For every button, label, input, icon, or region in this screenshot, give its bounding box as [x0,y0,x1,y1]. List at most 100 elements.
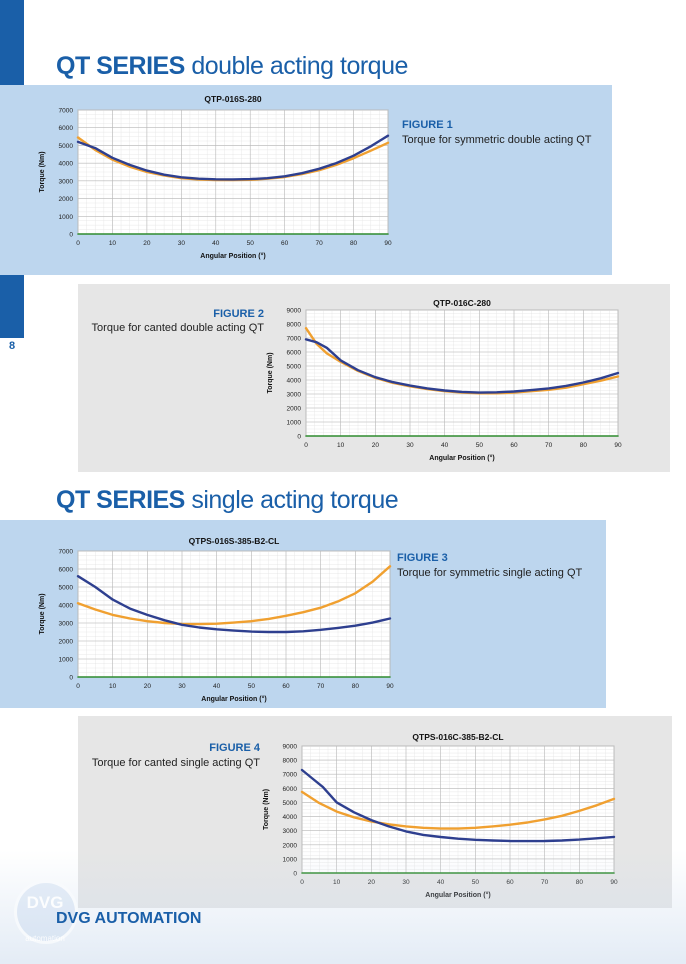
y-tick-label: 6000 [283,786,298,793]
y-tick-label: 7000 [59,549,74,556]
y-axis-label: Torque (Nm) [39,151,46,192]
section-heading-bold: QT SERIES [56,486,185,514]
footer-background [0,850,686,964]
chart-qtps-016s-385-b2-cl: QTPS-016S-385-B2-CL 0 1000 2000 3000 4000 5000… [39,536,394,703]
x-tick-label: 50 [247,240,255,247]
x-tick-label: 20 [144,683,152,690]
y-axis-label: Torque (Nm) [267,352,274,393]
chart-qtp-016s-280: QTP-016S-2800100020003000400050006000700… [39,94,392,260]
x-tick-label: 60 [281,240,289,247]
torque-series-line [300,790,616,830]
figure-3-caption: Torque for symmetric single acting QT [397,567,583,579]
x-tick-label: 70 [545,442,553,449]
x-tick-label: 10 [337,442,345,449]
section-heading-double-acting: QT SERIES double acting torque [56,52,408,81]
y-tick-label: 7000 [59,108,74,115]
y-axis-label: Torque (Nm) [39,593,46,634]
x-tick-label: 10 [109,240,117,247]
y-tick-label: 0 [69,232,73,239]
y-tick-label: 0 [297,434,301,441]
x-tick-label: 60 [510,442,518,449]
section-heading-rest: single acting torque [191,486,399,514]
torque-series-line [300,768,616,843]
torque-series-line [76,565,392,626]
y-tick-label: 2000 [59,196,74,203]
chart-title: QTP-016S-280 [204,94,261,104]
x-tick-label: 0 [76,683,80,690]
x-tick-label: 80 [352,683,360,690]
y-tick-label: 7000 [287,336,302,343]
y-tick-label: 3000 [283,828,298,835]
y-tick-label: 4000 [287,378,302,385]
chart-title: QTPS-016C-385-B2-CL [412,732,503,742]
y-tick-label: 5000 [287,364,302,371]
y-tick-label: 6000 [59,567,74,574]
figure-1-caption: Torque for symmetric double acting QT [402,134,592,146]
torque-series-line [304,338,620,394]
x-tick-label: 90 [384,240,392,247]
logo-text: DVG [26,893,64,912]
x-tick-label: 30 [178,240,186,247]
figure-1-label: FIGURE 1 [402,119,453,131]
y-tick-label: 3000 [59,621,74,628]
y-tick-label: 7000 [283,772,298,779]
section-heading-bold: QT SERIES [56,52,185,80]
chart-title: QTPS-016S-385-B2-CL [189,536,280,546]
y-tick-label: 8000 [283,758,298,765]
x-tick-label: 40 [441,442,449,449]
x-tick-label: 60 [282,683,290,690]
x-tick-label: 30 [178,683,186,690]
y-tick-label: 4000 [59,161,74,168]
y-tick-label: 1000 [59,657,74,664]
x-tick-label: 30 [406,442,414,449]
chart-qtp-016c-280: QTP-016C-2800100020003000400050006000700… [267,298,622,462]
x-tick-label: 20 [372,442,380,449]
x-tick-label: 50 [248,683,256,690]
y-tick-label: 0 [69,675,73,682]
y-tick-label: 5000 [283,800,298,807]
x-tick-label: 90 [614,442,622,449]
chart-title: QTP-016C-280 [433,298,491,308]
section-heading-rest: double acting torque [191,52,408,80]
y-axis-label: Torque (Nm) [263,789,270,830]
y-tick-label: 1000 [287,420,302,427]
x-tick-label: 40 [213,683,221,690]
y-tick-label: 8000 [287,322,302,329]
x-tick-label: 80 [580,442,588,449]
y-tick-label: 3000 [287,392,302,399]
y-tick-label: 3000 [59,178,74,185]
y-tick-label: 4000 [283,814,298,821]
x-axis-label: Angular Position (°) [200,252,265,260]
y-tick-label: 9000 [283,744,298,751]
x-tick-label: 50 [476,442,484,449]
figure-2-label: FIGURE 2 [213,308,264,320]
y-tick-label: 5000 [59,585,74,592]
x-tick-label: 70 [315,240,323,247]
x-tick-label: 0 [304,442,308,449]
logo-subtext: automation [25,934,65,943]
figure-4-caption: Torque for canted single acting QT [91,757,260,769]
x-tick-label: 70 [317,683,325,690]
y-tick-label: 2000 [283,842,298,849]
x-tick-label: 90 [386,683,394,690]
x-tick-label: 80 [350,240,358,247]
torque-series-line [76,575,392,634]
page-number: 8 [8,340,16,352]
y-tick-label: 5000 [59,143,74,150]
figure-2-caption: Torque for canted double acting QT [91,322,264,334]
x-tick-label: 20 [143,240,151,247]
y-tick-label: 6000 [287,350,302,357]
figure-4-label: FIGURE 4 [209,742,260,754]
section-heading-single-acting: QT SERIES single acting torque [56,486,399,515]
figure-3-label: FIGURE 3 [397,552,448,564]
company-name: DVG AUTOMATION [56,910,202,927]
x-tick-label: 40 [212,240,220,247]
y-tick-label: 4000 [59,603,74,610]
y-tick-label: 2000 [287,406,302,413]
y-tick-label: 1000 [59,214,74,221]
company-logo [14,880,78,944]
torque-series-line [76,134,390,181]
x-tick-label: 10 [109,683,117,690]
y-tick-label: 6000 [59,125,74,132]
x-tick-label: 0 [76,240,80,247]
